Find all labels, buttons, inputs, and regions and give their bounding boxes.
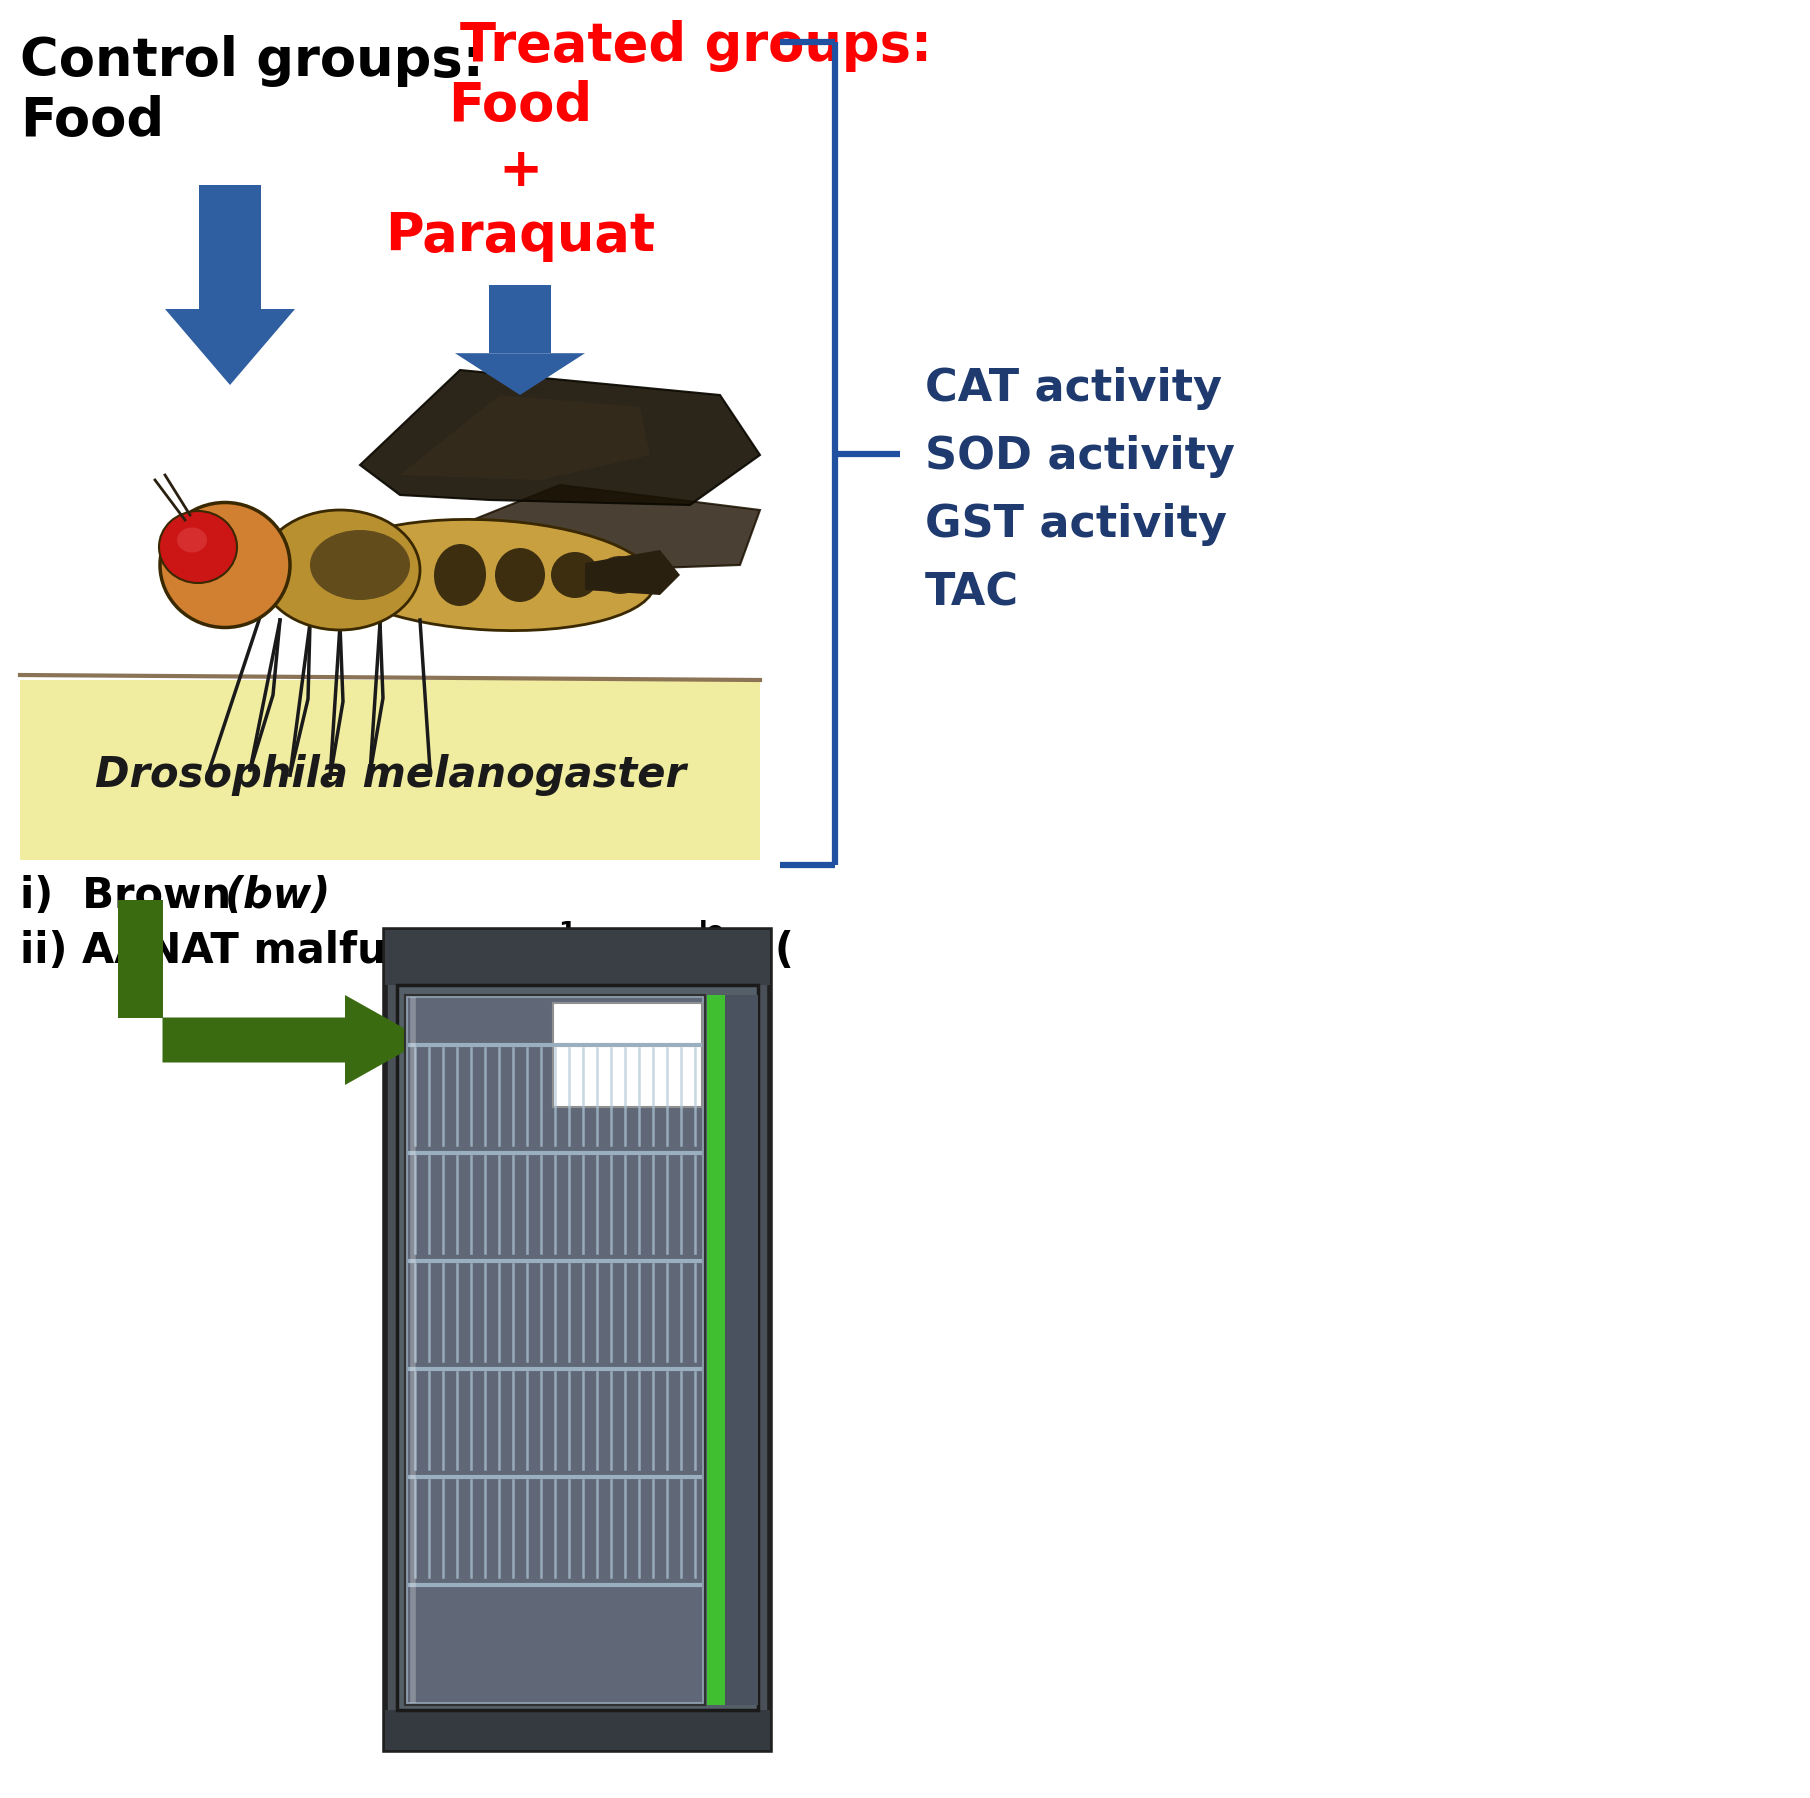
- Polygon shape: [489, 286, 550, 352]
- Ellipse shape: [434, 545, 487, 606]
- Text: Control groups:: Control groups:: [20, 34, 483, 86]
- Text: +: +: [498, 146, 543, 198]
- FancyBboxPatch shape: [396, 985, 758, 1710]
- Text: i)  Brown: i) Brown: [20, 876, 246, 917]
- Polygon shape: [163, 994, 425, 1084]
- Ellipse shape: [310, 530, 411, 601]
- Ellipse shape: [362, 539, 418, 610]
- Ellipse shape: [494, 548, 545, 602]
- Polygon shape: [400, 396, 650, 480]
- FancyBboxPatch shape: [407, 998, 702, 1703]
- Text: lo: lo: [699, 921, 726, 944]
- Text: SOD activity: SOD activity: [925, 435, 1234, 478]
- Polygon shape: [585, 550, 681, 595]
- Ellipse shape: [261, 511, 420, 629]
- FancyBboxPatch shape: [20, 671, 760, 859]
- Polygon shape: [199, 185, 261, 309]
- Polygon shape: [460, 485, 760, 570]
- Text: 1: 1: [557, 921, 576, 944]
- Ellipse shape: [326, 520, 655, 631]
- Text: Paraquat: Paraquat: [386, 210, 655, 263]
- Ellipse shape: [597, 556, 643, 593]
- Text: GST activity: GST activity: [925, 503, 1227, 547]
- FancyBboxPatch shape: [386, 930, 769, 985]
- FancyBboxPatch shape: [20, 370, 760, 680]
- Text: TAC: TAC: [925, 572, 1019, 613]
- Text: Food: Food: [447, 79, 592, 131]
- FancyBboxPatch shape: [554, 1003, 702, 1108]
- Ellipse shape: [177, 527, 206, 552]
- FancyBboxPatch shape: [386, 930, 769, 1749]
- Text: ): ): [729, 930, 748, 973]
- Text: CAT activity: CAT activity: [925, 367, 1222, 410]
- FancyBboxPatch shape: [405, 994, 706, 1705]
- Text: Treated groups:: Treated groups:: [460, 20, 932, 72]
- Text: AANAT1: AANAT1: [574, 930, 773, 973]
- Text: Drosophila melanogaster: Drosophila melanogaster: [94, 753, 686, 797]
- Text: bw: bw: [523, 930, 590, 973]
- FancyBboxPatch shape: [386, 1710, 769, 1749]
- FancyBboxPatch shape: [708, 994, 726, 1705]
- Polygon shape: [118, 901, 163, 1063]
- Text: (bw): (bw): [224, 876, 331, 917]
- Text: ii) AANAT malfunctional mutant (: ii) AANAT malfunctional mutant (: [20, 930, 795, 973]
- Polygon shape: [360, 370, 760, 505]
- Ellipse shape: [159, 511, 237, 583]
- Ellipse shape: [550, 552, 599, 599]
- FancyBboxPatch shape: [726, 994, 758, 1705]
- Polygon shape: [454, 352, 585, 396]
- Polygon shape: [165, 309, 295, 385]
- Ellipse shape: [159, 502, 290, 628]
- Text: Food: Food: [20, 95, 165, 147]
